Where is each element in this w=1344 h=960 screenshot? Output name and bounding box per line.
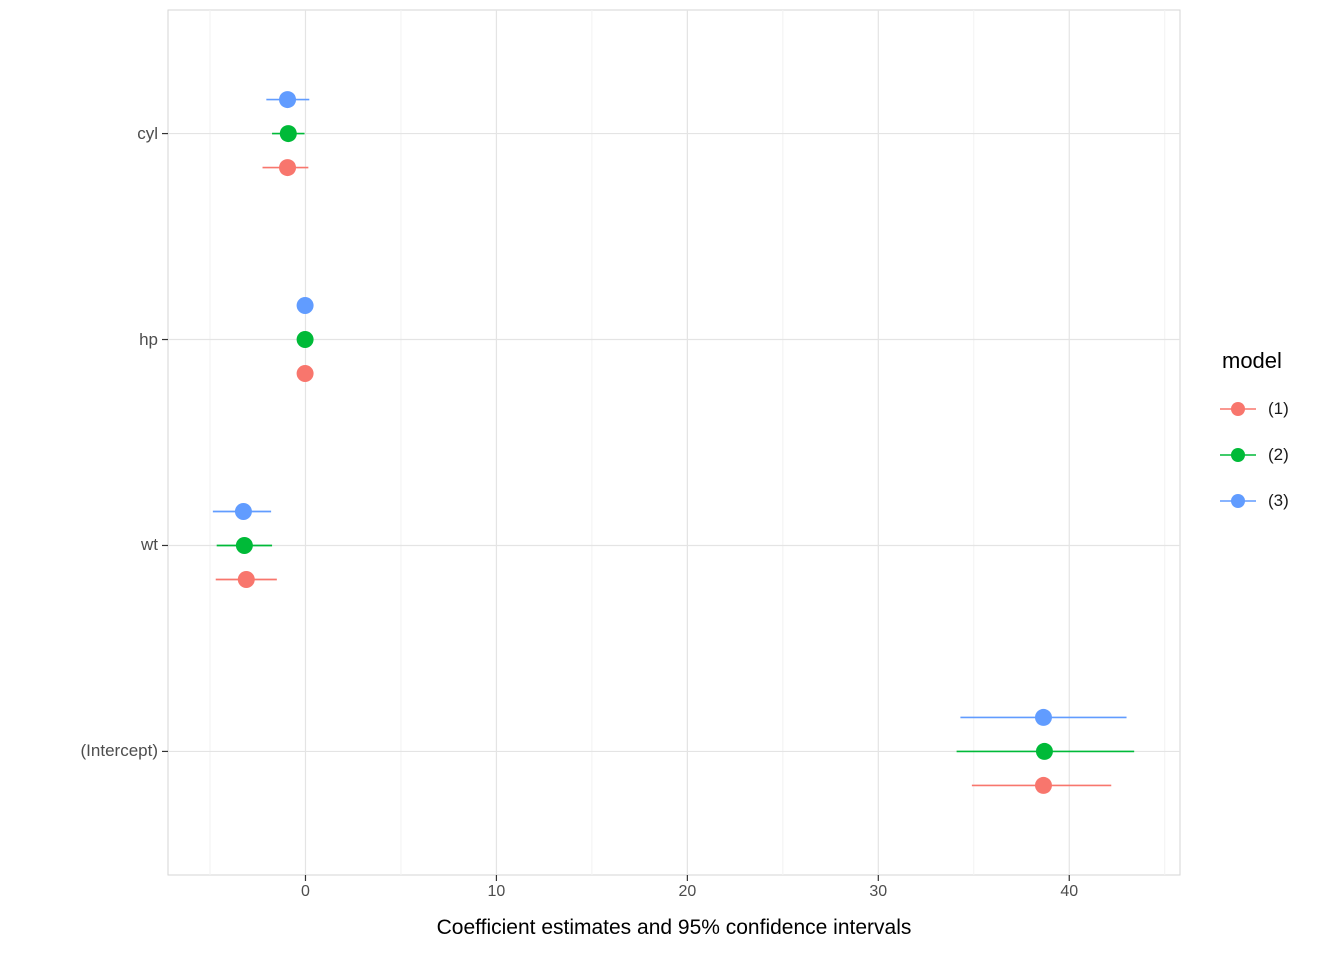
legend-item-label: (3) [1268, 491, 1289, 510]
x-tick-label: 10 [487, 883, 506, 900]
estimate-point [234, 502, 252, 520]
legend-item: (1) [1218, 394, 1338, 424]
estimate-point [1034, 776, 1052, 794]
legend-key-pointrange-icon [1220, 402, 1256, 416]
legend-item: (2) [1218, 440, 1338, 470]
y-category-label: wt [141, 535, 158, 555]
estimate-point [1034, 708, 1052, 726]
legend-item: (3) [1218, 486, 1338, 516]
y-category-label: hp [139, 329, 158, 349]
x-tick-label: 30 [869, 883, 888, 900]
estimate-point [279, 125, 297, 143]
x-tick-label: 40 [1060, 883, 1079, 900]
legend-key-point [1231, 402, 1245, 416]
estimate-point [279, 159, 297, 177]
x-axis-title: Coefficient estimates and 95% confidence… [436, 916, 912, 939]
x-tick-label: 0 [301, 883, 310, 900]
legend-item-label: (1) [1268, 399, 1289, 418]
estimate-point [235, 536, 253, 554]
legend-title: model [1222, 348, 1282, 373]
legend-key-point [1231, 494, 1245, 508]
estimate-point [1035, 742, 1053, 760]
y-category-label: cyl [137, 123, 158, 143]
legend-key-point [1231, 448, 1245, 462]
y-category-label: (Intercept) [80, 741, 158, 761]
x-tick-label: 20 [678, 883, 697, 900]
legend-item-label: (2) [1268, 445, 1289, 464]
estimate-point [279, 91, 297, 109]
panel-background [167, 9, 1181, 876]
estimate-point [237, 570, 255, 588]
legend-key-pointrange-icon [1220, 494, 1256, 508]
legend-key-pointrange-icon [1220, 448, 1256, 462]
estimate-point [296, 365, 314, 383]
estimate-point [296, 331, 314, 349]
legend: model (1) (2) (3) [1218, 348, 1338, 532]
estimate-point [296, 297, 314, 315]
